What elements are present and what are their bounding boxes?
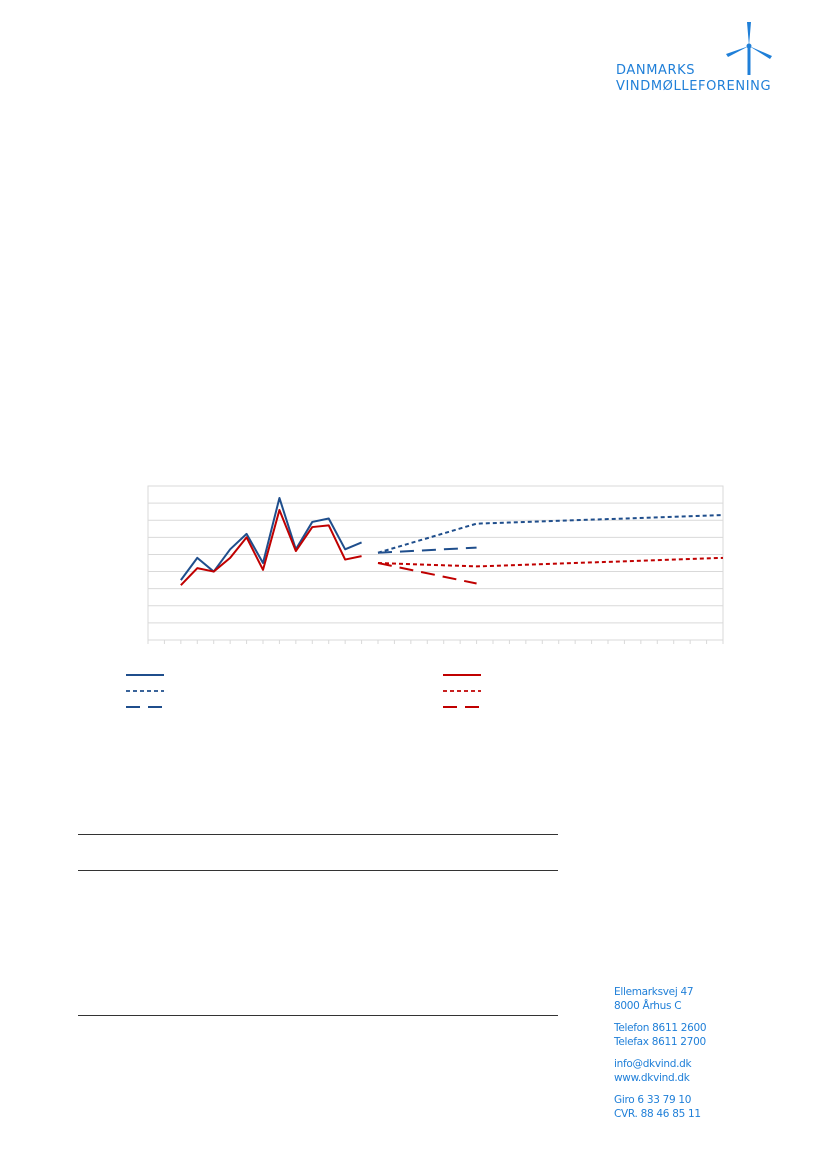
wind-turbine-icon	[726, 22, 772, 75]
series-line-blue-dotted	[377, 514, 724, 554]
ids-block: Giro 6 33 79 10 CVR. 88 46 85 11	[614, 1093, 706, 1121]
logo-line-1: DANMARKS	[616, 63, 696, 78]
series-line-red-dotted	[377, 556, 724, 568]
series-line-blue-dashed	[377, 546, 477, 554]
series-line-red-dashed	[377, 562, 477, 585]
telefax: Telefax 8611 2700	[614, 1036, 706, 1048]
email-link[interactable]: info@dkvind.dk	[614, 1058, 692, 1070]
address-city: 8000 Århus C	[614, 1000, 682, 1012]
address-block: Ellemarksvej 47 8000 Århus C	[614, 985, 706, 1013]
contact-info: Ellemarksvej 47 8000 Århus C Telefon 861…	[614, 985, 707, 1129]
web-block: info@dkvind.dk www.dkvind.dk	[614, 1057, 706, 1085]
cvr-number: CVR. 88 46 85 11	[614, 1108, 701, 1120]
table-rule-middle	[78, 870, 558, 871]
telephone: Telefon 8611 2600	[614, 1022, 707, 1034]
address-street: Ellemarksvej 47	[614, 986, 694, 998]
logo: DANMARKS VINDMØLLEFORENING	[612, 20, 782, 100]
series-line-red-solid	[180, 508, 362, 586]
table-rule-top	[78, 834, 558, 835]
logo-line-2: VINDMØLLEFORENING	[616, 79, 772, 94]
website-link[interactable]: www.dkvind.dk	[614, 1072, 690, 1084]
giro-number: Giro 6 33 79 10	[614, 1094, 692, 1106]
series-line-blue-solid	[180, 496, 362, 581]
chart-svg	[147, 485, 724, 644]
plot-area	[147, 485, 724, 641]
table-rule-bottom	[78, 1015, 558, 1016]
forecast-chart	[130, 478, 730, 648]
phone-block: Telefon 8611 2600 Telefax 8611 2700	[614, 1021, 707, 1049]
